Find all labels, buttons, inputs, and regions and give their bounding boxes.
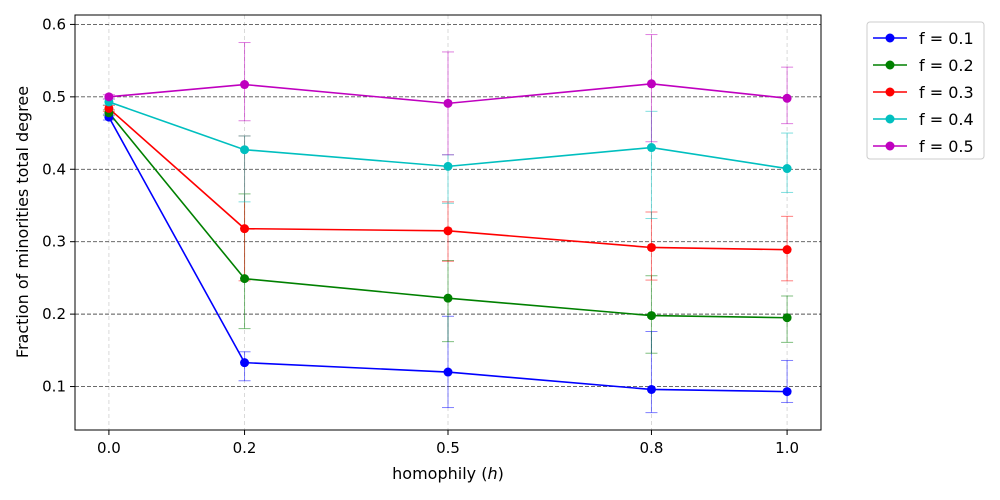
data-point — [240, 274, 250, 284]
x-axis-label-suffix: ) — [498, 464, 504, 483]
data-point — [240, 224, 250, 234]
y-tick-label: 0.1 — [42, 378, 66, 396]
data-point — [782, 313, 792, 323]
x-tick-label: 0.0 — [97, 439, 121, 457]
data-point — [443, 161, 453, 171]
x-axis-label-prefix: homophily ( — [392, 464, 487, 483]
legend-frame — [866, 21, 985, 160]
data-point — [443, 98, 453, 108]
data-point — [104, 92, 114, 102]
legend-label: f = 0.2 — [919, 56, 974, 75]
x-axis-label-variable: h — [487, 464, 497, 483]
legend-marker — [885, 114, 895, 124]
x-axis-ticks: 0.0 0.2 0.5 0.8 1.0 — [97, 430, 799, 457]
y-tick-label: 0.5 — [42, 88, 66, 106]
y-axis-ticks: 0.1 0.2 0.3 0.4 0.5 0.6 — [42, 15, 75, 396]
legend-label: f = 0.3 — [919, 83, 974, 102]
legend-marker — [885, 33, 895, 43]
legend-marker — [885, 60, 895, 70]
data-point — [646, 311, 656, 321]
data-point — [646, 242, 656, 252]
x-tick-label: 1.0 — [775, 439, 799, 457]
data-point — [782, 387, 792, 397]
data-point — [443, 226, 453, 236]
legend-label: f = 0.1 — [919, 29, 974, 48]
y-tick-label: 0.2 — [42, 305, 66, 323]
y-tick-label: 0.6 — [42, 15, 66, 33]
y-tick-label: 0.4 — [42, 160, 66, 178]
legend: f = 0.1 f = 0.2 f = 0.3 f = 0.4 f = 0.5 — [866, 21, 985, 160]
data-point — [240, 145, 250, 155]
data-point — [782, 164, 792, 174]
series-markers — [104, 79, 792, 397]
x-tick-label: 0.2 — [233, 439, 257, 457]
data-point — [646, 143, 656, 153]
data-point — [240, 80, 250, 90]
data-point — [443, 367, 453, 377]
data-point — [240, 358, 250, 368]
y-axis-label: Fraction of minorities total degree — [13, 86, 32, 358]
legend-marker — [885, 141, 895, 151]
data-point — [782, 245, 792, 255]
data-point — [782, 93, 792, 103]
y-tick-label: 0.3 — [42, 233, 66, 251]
x-tick-label: 0.5 — [436, 439, 460, 457]
data-point — [443, 293, 453, 303]
data-point — [646, 384, 656, 394]
data-point — [646, 79, 656, 89]
legend-label: f = 0.5 — [919, 137, 974, 156]
x-axis-label: homophily (h) — [392, 464, 504, 483]
legend-marker — [885, 87, 895, 97]
legend-label: f = 0.4 — [919, 110, 974, 129]
data-point — [104, 103, 114, 113]
x-tick-label: 0.8 — [640, 439, 664, 457]
